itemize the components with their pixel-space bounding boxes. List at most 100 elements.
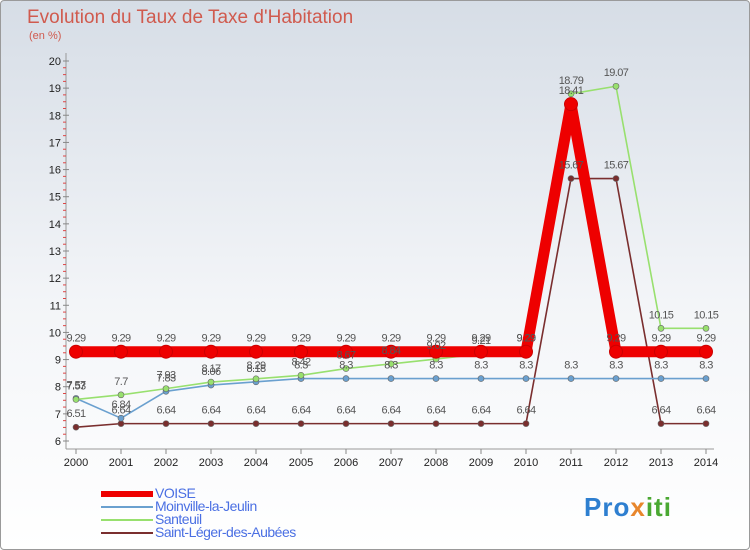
data-label-santeuil: 8.67 [336,350,355,362]
data-point-voise [204,344,218,359]
data-point-moinville-la-jeulin [522,375,530,382]
data-label-saint-leger-des-aubees: 15.67 [604,160,629,172]
data-point-saint-leger-des-aubees [657,420,665,427]
legend-label-santeuil: Santeuil [155,511,202,527]
series-line-voise [70,98,712,358]
data-label-voise: 9.29 [246,333,265,345]
data-point-saint-leger-des-aubees [612,175,620,182]
data-point-voise [564,97,578,112]
data-label-moinville-la-jeulin: 8.3 [654,360,668,372]
data-point-voise [699,344,713,359]
data-point-saint-leger-des-aubees [522,420,530,427]
data-point-santeuil [297,372,305,379]
data-point-moinville-la-jeulin [657,375,665,382]
data-label-moinville-la-jeulin: 8.3 [384,360,398,372]
data-label-moinville-la-jeulin: 8.06 [201,366,220,378]
data-point-santeuil [117,391,125,399]
data-label-saint-leger-des-aubees: 6.64 [111,405,130,417]
data-label-voise: 9.29 [291,333,310,345]
x-tick-label: 2013 [649,457,673,469]
legend-swatch-moinville [101,506,153,508]
data-point-santeuil [702,325,710,332]
y-tick-label: 19 [49,83,61,95]
data-label-saint-leger-des-aubees: 6.64 [336,405,355,417]
y-tick-label: 8 [55,382,61,394]
y-tick-label: 6 [55,436,61,448]
x-tick-label: 2002 [154,457,178,469]
data-label-voise: 9.29 [201,333,220,345]
data-point-voise [519,344,533,359]
x-tick-label: 2001 [109,457,133,469]
data-point-voise [429,344,443,359]
data-point-voise [339,344,353,359]
data-point-voise [654,344,668,359]
chart-title: Evolution du Taux de Taxe d'Habitation [27,7,354,28]
data-label-saint-leger-des-aubees: 6.64 [471,405,490,417]
y-tick-label: 15 [49,192,61,204]
y-tick-label: 13 [49,246,61,258]
x-tick-label: 2000 [64,457,88,469]
data-point-moinville-la-jeulin [387,375,395,382]
data-point-voise [294,344,308,359]
data-label-voise: 9.29 [156,333,175,345]
data-point-saint-leger-des-aubees [72,423,80,431]
data-label-moinville-la-jeulin: 7.57 [66,379,85,391]
y-tick-label: 14 [49,219,61,231]
x-tick-label: 2009 [469,457,493,469]
proxiti-logo: Proxiti [584,492,672,522]
data-point-santeuil [207,378,215,386]
data-label-santeuil: 8.42 [291,356,310,368]
chart-subtitle: (en %) [29,30,62,42]
data-label-santeuil: 7.93 [156,370,175,382]
data-point-saint-leger-des-aubees [702,420,710,427]
legend-swatch-saint-leger [101,532,153,534]
x-tick-label: 2003 [199,457,223,469]
data-label-moinville-la-jeulin: 8.3 [474,360,488,372]
data-point-santeuil [567,90,575,98]
data-point-santeuil [342,365,350,372]
x-tick-label: 2006 [334,457,358,469]
x-tick-label: 2012 [604,457,628,469]
data-point-voise [69,344,83,359]
data-label-moinville-la-jeulin: 8.3 [519,360,533,372]
data-label-saint-leger-des-aubees: 6.64 [381,405,400,417]
data-point-santeuil [162,385,170,392]
data-label-saint-leger-des-aubees: 6.64 [246,405,265,417]
data-point-saint-leger-des-aubees [117,420,125,427]
data-point-saint-leger-des-aubees [387,420,395,427]
data-point-moinville-la-jeulin [117,414,125,422]
data-point-voise [159,344,173,359]
data-point-moinville-la-jeulin [477,375,485,382]
legend-label-voise: VOISE [155,485,196,501]
data-label-saint-leger-des-aubees: 6.64 [426,405,445,417]
y-tick-label: 17 [49,137,61,149]
data-point-saint-leger-des-aubees [477,420,485,427]
data-label-voise: 9.29 [606,333,625,345]
data-point-saint-leger-des-aubees [162,420,170,427]
data-point-santeuil [657,325,665,332]
y-tick-label: 12 [49,273,61,285]
data-label-moinville-la-jeulin: 8.3 [609,360,623,372]
data-label-saint-leger-des-aubees: 6.64 [291,405,310,417]
y-tick-label: 16 [49,165,61,177]
data-point-voise [609,344,623,359]
y-tick-label: 18 [49,110,61,122]
data-label-voise: 9.29 [471,333,490,345]
data-label-saint-leger-des-aubees: 6.51 [66,408,85,420]
data-label-saint-leger-des-aubees: 6.64 [651,405,670,417]
data-label-moinville-la-jeulin: 8.3 [339,360,353,372]
data-point-santeuil [387,360,395,368]
data-label-santeuil: 9.02 [426,340,445,352]
chart-series [69,82,713,431]
data-label-moinville-la-jeulin: 8.18 [246,363,265,375]
x-tick-label: 2008 [424,457,448,469]
data-label-santeuil: 8.29 [246,360,265,372]
data-label-saint-leger-des-aubees: 6.64 [201,405,220,417]
data-label-voise: 18.41 [559,85,584,97]
data-label-voise: 9.29 [336,333,355,345]
data-point-voise [249,344,263,359]
data-label-voise: 9.29 [651,333,670,345]
data-label-santeuil: 8.17 [201,363,220,375]
data-label-voise: 9.29 [426,333,445,345]
data-label-santeuil: 10.15 [649,309,674,321]
